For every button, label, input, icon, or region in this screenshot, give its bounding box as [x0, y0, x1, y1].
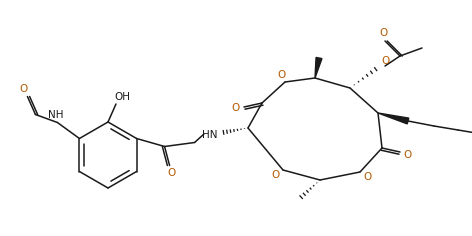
- Polygon shape: [378, 113, 409, 124]
- Text: O: O: [379, 28, 387, 38]
- Text: O: O: [381, 56, 389, 66]
- Polygon shape: [315, 57, 322, 78]
- Text: HN: HN: [202, 130, 218, 140]
- Text: O: O: [168, 168, 176, 177]
- Text: OH: OH: [114, 92, 130, 102]
- Text: O: O: [271, 170, 279, 180]
- Text: O: O: [403, 150, 411, 160]
- Text: O: O: [364, 172, 372, 182]
- Text: O: O: [278, 70, 286, 80]
- Text: O: O: [19, 84, 27, 94]
- Text: O: O: [232, 103, 240, 113]
- Text: NH: NH: [48, 110, 63, 121]
